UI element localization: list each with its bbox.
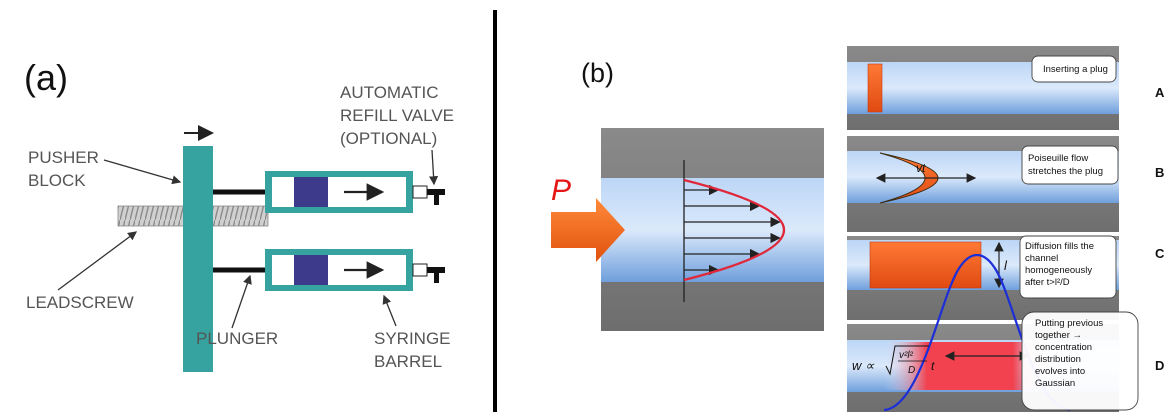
leader-pusher [103, 159, 182, 185]
panel-a: (a) PUS [24, 57, 459, 372]
panel-a-label: (a) [24, 57, 68, 98]
stage-d: w ∝ v²l² D t Putting previous together →… [847, 253, 1164, 412]
syringe-lower [213, 249, 445, 291]
stage-d-caption-box [1021, 311, 1139, 411]
stage-d-w-prop: w ∝ [852, 358, 875, 373]
stage-d-sqrt-num: v²l² [899, 350, 914, 361]
panel-b: (b) P Inserting a plug A [551, 46, 1165, 412]
label-syringe-barrel: SYRINGE BARREL [374, 329, 455, 371]
stage-b-vt: vt [916, 161, 926, 175]
stage-b-caption: Poiseuille flow stretches the plug [1028, 153, 1103, 177]
velocity-profile [683, 178, 786, 282]
stage-a-caption-box [1031, 55, 1117, 83]
stage-b-letter: B [1155, 165, 1164, 180]
valve-upper-stem [434, 189, 439, 205]
label-refill-valve: AUTOMATIC REFILL VALVE (OPTIONAL) [340, 83, 459, 148]
stage-a-caption: Inserting a plug [1043, 64, 1108, 75]
label-plunger: PLUNGER [196, 329, 278, 348]
panel-b-label: (b) [581, 58, 614, 88]
stage-b-stretched-plug [879, 152, 939, 204]
syringe-upper [213, 171, 445, 213]
stage-c-caption-box [1019, 235, 1117, 299]
plunger-head-upper [294, 177, 328, 207]
stage-d-t: t [931, 359, 935, 373]
label-leadscrew: LEADSCREW [26, 293, 134, 312]
valve-lower-stem [434, 267, 439, 283]
velocity-arrows [684, 184, 781, 276]
nozzle-upper [412, 185, 428, 199]
leader-syringe-barrel [382, 294, 397, 327]
stage-c-caption: Diffusion fills the channel homogeneousl… [1025, 241, 1097, 288]
stage-a: Inserting a plug A [847, 46, 1165, 130]
stage-a-plug [867, 63, 883, 113]
panel-divider [493, 10, 497, 412]
stage-c-filled-plug [869, 241, 982, 289]
pressure-label: P [551, 174, 571, 207]
stage-d-sqrt-den: D [908, 365, 915, 376]
stage-b-caption-box [1021, 145, 1119, 185]
barrel-lower-inner [272, 255, 406, 285]
leader-plunger [231, 274, 252, 329]
stage-c-l: l [1004, 258, 1008, 273]
stage-c-letter: C [1155, 246, 1165, 261]
stage-panels: Inserting a plug A vt Poiseuille flow st… [847, 46, 1165, 412]
nozzle-lower [412, 263, 428, 277]
pressure-arrow [551, 198, 625, 262]
stage-b: vt Poiseuille flow stretches the plug B [847, 136, 1164, 232]
stage-d-letter: D [1155, 358, 1164, 373]
leader-refill-valve [428, 149, 439, 186]
plunger-head-lower [294, 255, 328, 285]
stage-c: l Diffusion fills the channel homogeneou… [847, 235, 1165, 320]
label-pusher-block: PUSHER BLOCK [28, 148, 104, 190]
barrel-upper-inner [272, 177, 406, 207]
stage-a-letter: A [1155, 85, 1165, 100]
stage-d-caption: Putting previous together → concentratio… [1035, 318, 1106, 389]
channel-left [601, 178, 824, 282]
stage-d-sqrt [885, 345, 929, 376]
leader-leadscrew [57, 231, 138, 291]
pusher-block [183, 146, 213, 372]
